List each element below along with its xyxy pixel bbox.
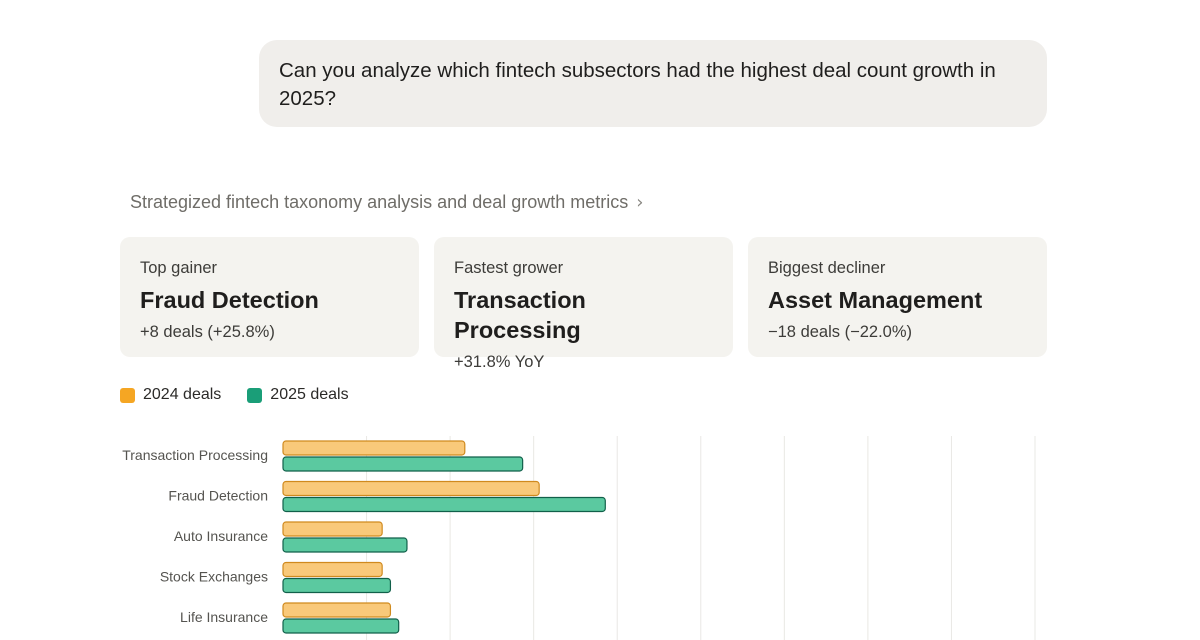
legend-swatch-2024	[120, 387, 135, 403]
card-biggest-decliner: Biggest decliner Asset Management −18 de…	[748, 237, 1047, 357]
deals-bar-chart: Transaction Processing Fraud Detection Aut…	[122, 436, 1036, 640]
category-label: Auto Insurance	[174, 528, 268, 544]
user-message-text: Can you analyze which fintech subsectors…	[279, 59, 996, 110]
bar-2024[interactable]	[282, 480, 540, 497]
card-fastest-grower: Fastest grower Transaction Processing +3…	[434, 237, 733, 371]
bar-2025[interactable]	[282, 618, 400, 634]
bar-2024[interactable]	[282, 440, 466, 456]
card-value: Fraud Detection	[140, 287, 319, 313]
bar-2024[interactable]	[282, 561, 383, 578]
card-label: Top gainer	[140, 259, 218, 277]
bar-2025[interactable]	[282, 496, 606, 513]
bar-2025[interactable]	[282, 537, 408, 553]
category-label: Transaction Processing	[122, 447, 268, 463]
card-sub: +8 deals (+25.8%)	[140, 323, 275, 341]
thinking-summary-text: Strategized fintech taxonomy analysis an…	[130, 191, 629, 212]
category-label: Fraud Detection	[168, 488, 268, 504]
card-sub: −18 deals (−22.0%)	[768, 323, 913, 341]
user-message-bubble: Can you analyze which fintech subsectors…	[259, 40, 1047, 127]
legend-label-2025: 2025 deals	[270, 386, 349, 403]
chevron-right-icon: ›	[636, 191, 644, 213]
bar-2025[interactable]	[282, 456, 524, 472]
chart-legend: 2024 deals 2025 deals	[120, 386, 349, 404]
bar-2024[interactable]	[282, 521, 383, 537]
card-top-gainer: Top gainer Fraud Detection +8 deals (+25…	[120, 237, 419, 357]
bar-2024[interactable]	[282, 602, 392, 618]
legend-item-2025[interactable]: 2025 deals	[247, 386, 349, 404]
card-value: Asset Management	[768, 287, 983, 313]
legend-label-2024: 2024 deals	[143, 386, 222, 403]
thinking-summary-toggle[interactable]: Strategized fintech taxonomy analysis an…	[130, 190, 643, 214]
legend-swatch-2025	[247, 387, 263, 403]
legend-item-2024[interactable]: 2024 deals	[120, 386, 221, 404]
category-label: Life Insurance	[180, 609, 268, 625]
bar-2025[interactable]	[282, 577, 392, 594]
card-sub: +31.8% YoY	[454, 353, 545, 371]
card-label: Fastest grower	[454, 259, 564, 277]
card-value: Transaction Processing	[454, 287, 586, 343]
card-label: Biggest decliner	[768, 259, 886, 277]
category-label: Stock Exchanges	[160, 569, 268, 585]
